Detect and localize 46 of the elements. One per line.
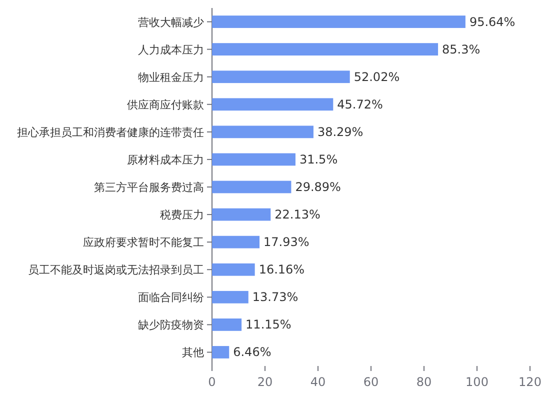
y-tick-label: 供应商应付账款 — [127, 98, 204, 112]
y-tick-label: 第三方平台服务费过高 — [94, 181, 204, 194]
bar — [212, 126, 314, 138]
bar — [212, 43, 438, 56]
bar — [212, 346, 230, 358]
bar — [212, 290, 248, 304]
data-label: 85.3% — [442, 42, 480, 56]
x-tick-label: 60 — [363, 375, 379, 389]
bar — [212, 180, 292, 194]
x-tick-label: 40 — [310, 375, 326, 389]
data-label: 11.15% — [246, 318, 292, 332]
y-tick-label: 面临合同纠纷 — [138, 291, 204, 304]
bar — [212, 98, 334, 111]
bar — [212, 236, 260, 248]
y-tick-label: 营收大幅减少 — [138, 16, 204, 29]
data-label: 6.46% — [233, 345, 272, 360]
x-tick-label: 20 — [257, 375, 273, 389]
data-label: 31.5% — [299, 152, 338, 166]
y-tick-label: 原材料成本压力 — [127, 153, 204, 166]
bar — [212, 263, 255, 276]
data-label: 16.16% — [258, 262, 305, 277]
y-tick-label: 物业租金压力 — [138, 70, 204, 84]
y-tick-label: 税费压力 — [160, 208, 204, 222]
y-tick-label: 其他 — [182, 346, 204, 360]
y-tick-label: 人力成本压力 — [138, 43, 204, 56]
data-label: 45.72% — [337, 97, 383, 112]
data-label: 38.29% — [317, 124, 364, 139]
y-tick-label: 担心承担员工和消费者健康的连带责任 — [17, 126, 204, 139]
data-label: 13.73% — [252, 290, 298, 304]
data-label: 95.64% — [469, 14, 516, 29]
bar — [212, 16, 466, 28]
y-tick-label: 应政府要求暂时不能复工 — [83, 236, 204, 250]
x-tick-label: 0 — [208, 375, 216, 389]
bar — [212, 70, 350, 84]
x-tick-label: 80 — [416, 375, 432, 389]
x-tick-label: 100 — [466, 375, 488, 389]
y-tick-label: 缺少防疫物资 — [138, 318, 204, 332]
bar — [212, 153, 296, 166]
data-label: 22.13% — [274, 208, 320, 222]
y-tick-label: 员工不能及时返岗或无法招录到员工 — [28, 264, 204, 277]
bar — [212, 318, 242, 331]
data-label: 17.93% — [264, 235, 310, 250]
x-tick-label: 120 — [518, 375, 542, 389]
data-label: 29.89% — [295, 180, 341, 194]
data-label: 52.02% — [354, 70, 400, 84]
bar — [212, 208, 271, 221]
